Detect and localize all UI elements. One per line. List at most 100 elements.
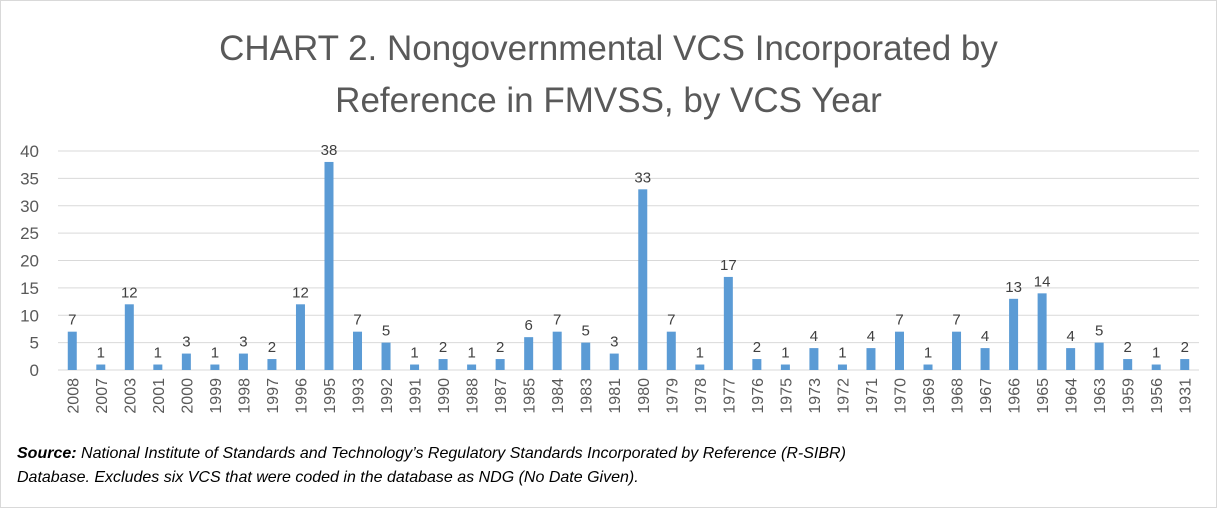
bar [295,304,305,370]
data-label: 5 [1095,323,1103,340]
x-tick-label: 1999 [208,378,225,414]
bar [210,364,220,370]
y-tick-label: 30 [20,197,39,216]
x-tick-label: 1979 [664,378,681,414]
y-tick-label: 20 [20,252,39,271]
x-tick-label: 1976 [750,378,767,414]
bar-chart: 0510152025303540720081200712200312001320… [20,142,1199,414]
x-tick-label: 1981 [607,378,624,414]
bar [752,359,762,370]
data-label: 1 [838,345,846,362]
data-label: 4 [810,328,818,345]
data-label: 2 [1181,339,1189,356]
data-label: 2 [268,339,276,356]
bar [438,359,448,370]
x-tick-label: 1985 [522,378,539,414]
bar [695,364,705,370]
data-label: 1 [211,345,219,362]
data-label: 2 [753,339,761,356]
x-tick-label: 1996 [293,378,310,414]
x-tick-label: 2000 [179,378,196,414]
bar [1009,298,1019,370]
x-tick-label: 1973 [807,378,824,414]
data-label: 7 [952,312,960,329]
source-text: National Institute of Standards and Tech… [76,445,846,462]
x-tick-label: 1980 [636,378,653,414]
x-tick-label: 1987 [493,378,510,414]
bar [1066,348,1076,370]
bar [666,331,676,370]
y-tick-label: 10 [20,306,39,325]
x-tick-label: 1964 [1064,378,1081,414]
data-label: 13 [1005,279,1022,296]
bar [609,353,619,370]
bar [467,364,477,370]
x-tick-label: 1984 [550,378,567,414]
data-label: 1 [924,345,932,362]
x-tick-label: 1971 [864,378,881,414]
bar [723,276,733,370]
bar [923,364,933,370]
x-tick-label: 1959 [1121,378,1138,414]
data-label: 6 [524,317,532,334]
bar [780,364,790,370]
x-tick-label: 1993 [351,378,368,414]
data-label: 4 [981,328,989,345]
data-label: 33 [634,169,651,186]
x-tick-label: 1977 [721,378,738,414]
data-label: 12 [292,284,309,301]
x-tick-label: 1967 [978,378,995,414]
bar [980,348,990,370]
y-tick-label: 35 [20,169,39,188]
x-tick-label: 1988 [465,378,482,414]
bar [238,353,248,370]
data-label: 5 [382,323,390,340]
bar [552,331,562,370]
data-label: 5 [582,323,590,340]
bar [1123,359,1133,370]
data-label: 4 [1066,328,1074,345]
x-tick-label: 2001 [151,378,168,414]
data-label: 7 [353,312,361,329]
bar [181,353,191,370]
bar [952,331,962,370]
data-label: 1 [154,345,162,362]
bar [1180,359,1190,370]
bar [353,331,363,370]
x-tick-label: 2007 [94,378,111,414]
x-tick-label: 1978 [693,378,710,414]
data-label: 4 [867,328,875,345]
source-text-line-2: Database. Excludes six VCS that were cod… [17,469,639,486]
x-tick-label: 2008 [65,378,82,414]
data-label: 2 [1124,339,1132,356]
bar [267,359,277,370]
data-label: 1 [467,345,475,362]
data-label: 2 [439,339,447,356]
data-label: 38 [321,142,338,159]
data-label: 14 [1034,273,1051,290]
data-label: 1 [781,345,789,362]
x-tick-label: 1975 [778,378,795,414]
data-label: 12 [121,284,138,301]
x-tick-label: 1983 [579,378,596,414]
x-tick-label: 1990 [436,378,453,414]
bar [894,331,904,370]
x-tick-label: 1992 [379,378,396,414]
data-label: 1 [696,345,704,362]
bar [1037,293,1047,370]
data-label: 1 [1152,345,1160,362]
x-tick-label: 1995 [322,378,339,414]
x-tick-label: 1968 [950,378,967,414]
y-tick-label: 15 [20,279,39,298]
y-tick-label: 25 [20,224,39,243]
x-tick-label: 1997 [265,378,282,414]
x-tick-label: 1963 [1092,378,1109,414]
bar [410,364,420,370]
x-tick-label: 1969 [921,378,938,414]
data-label: 1 [410,345,418,362]
x-tick-label: 1991 [408,378,425,414]
y-tick-label: 40 [20,142,39,161]
bar [638,189,648,370]
data-label: 17 [720,257,737,274]
